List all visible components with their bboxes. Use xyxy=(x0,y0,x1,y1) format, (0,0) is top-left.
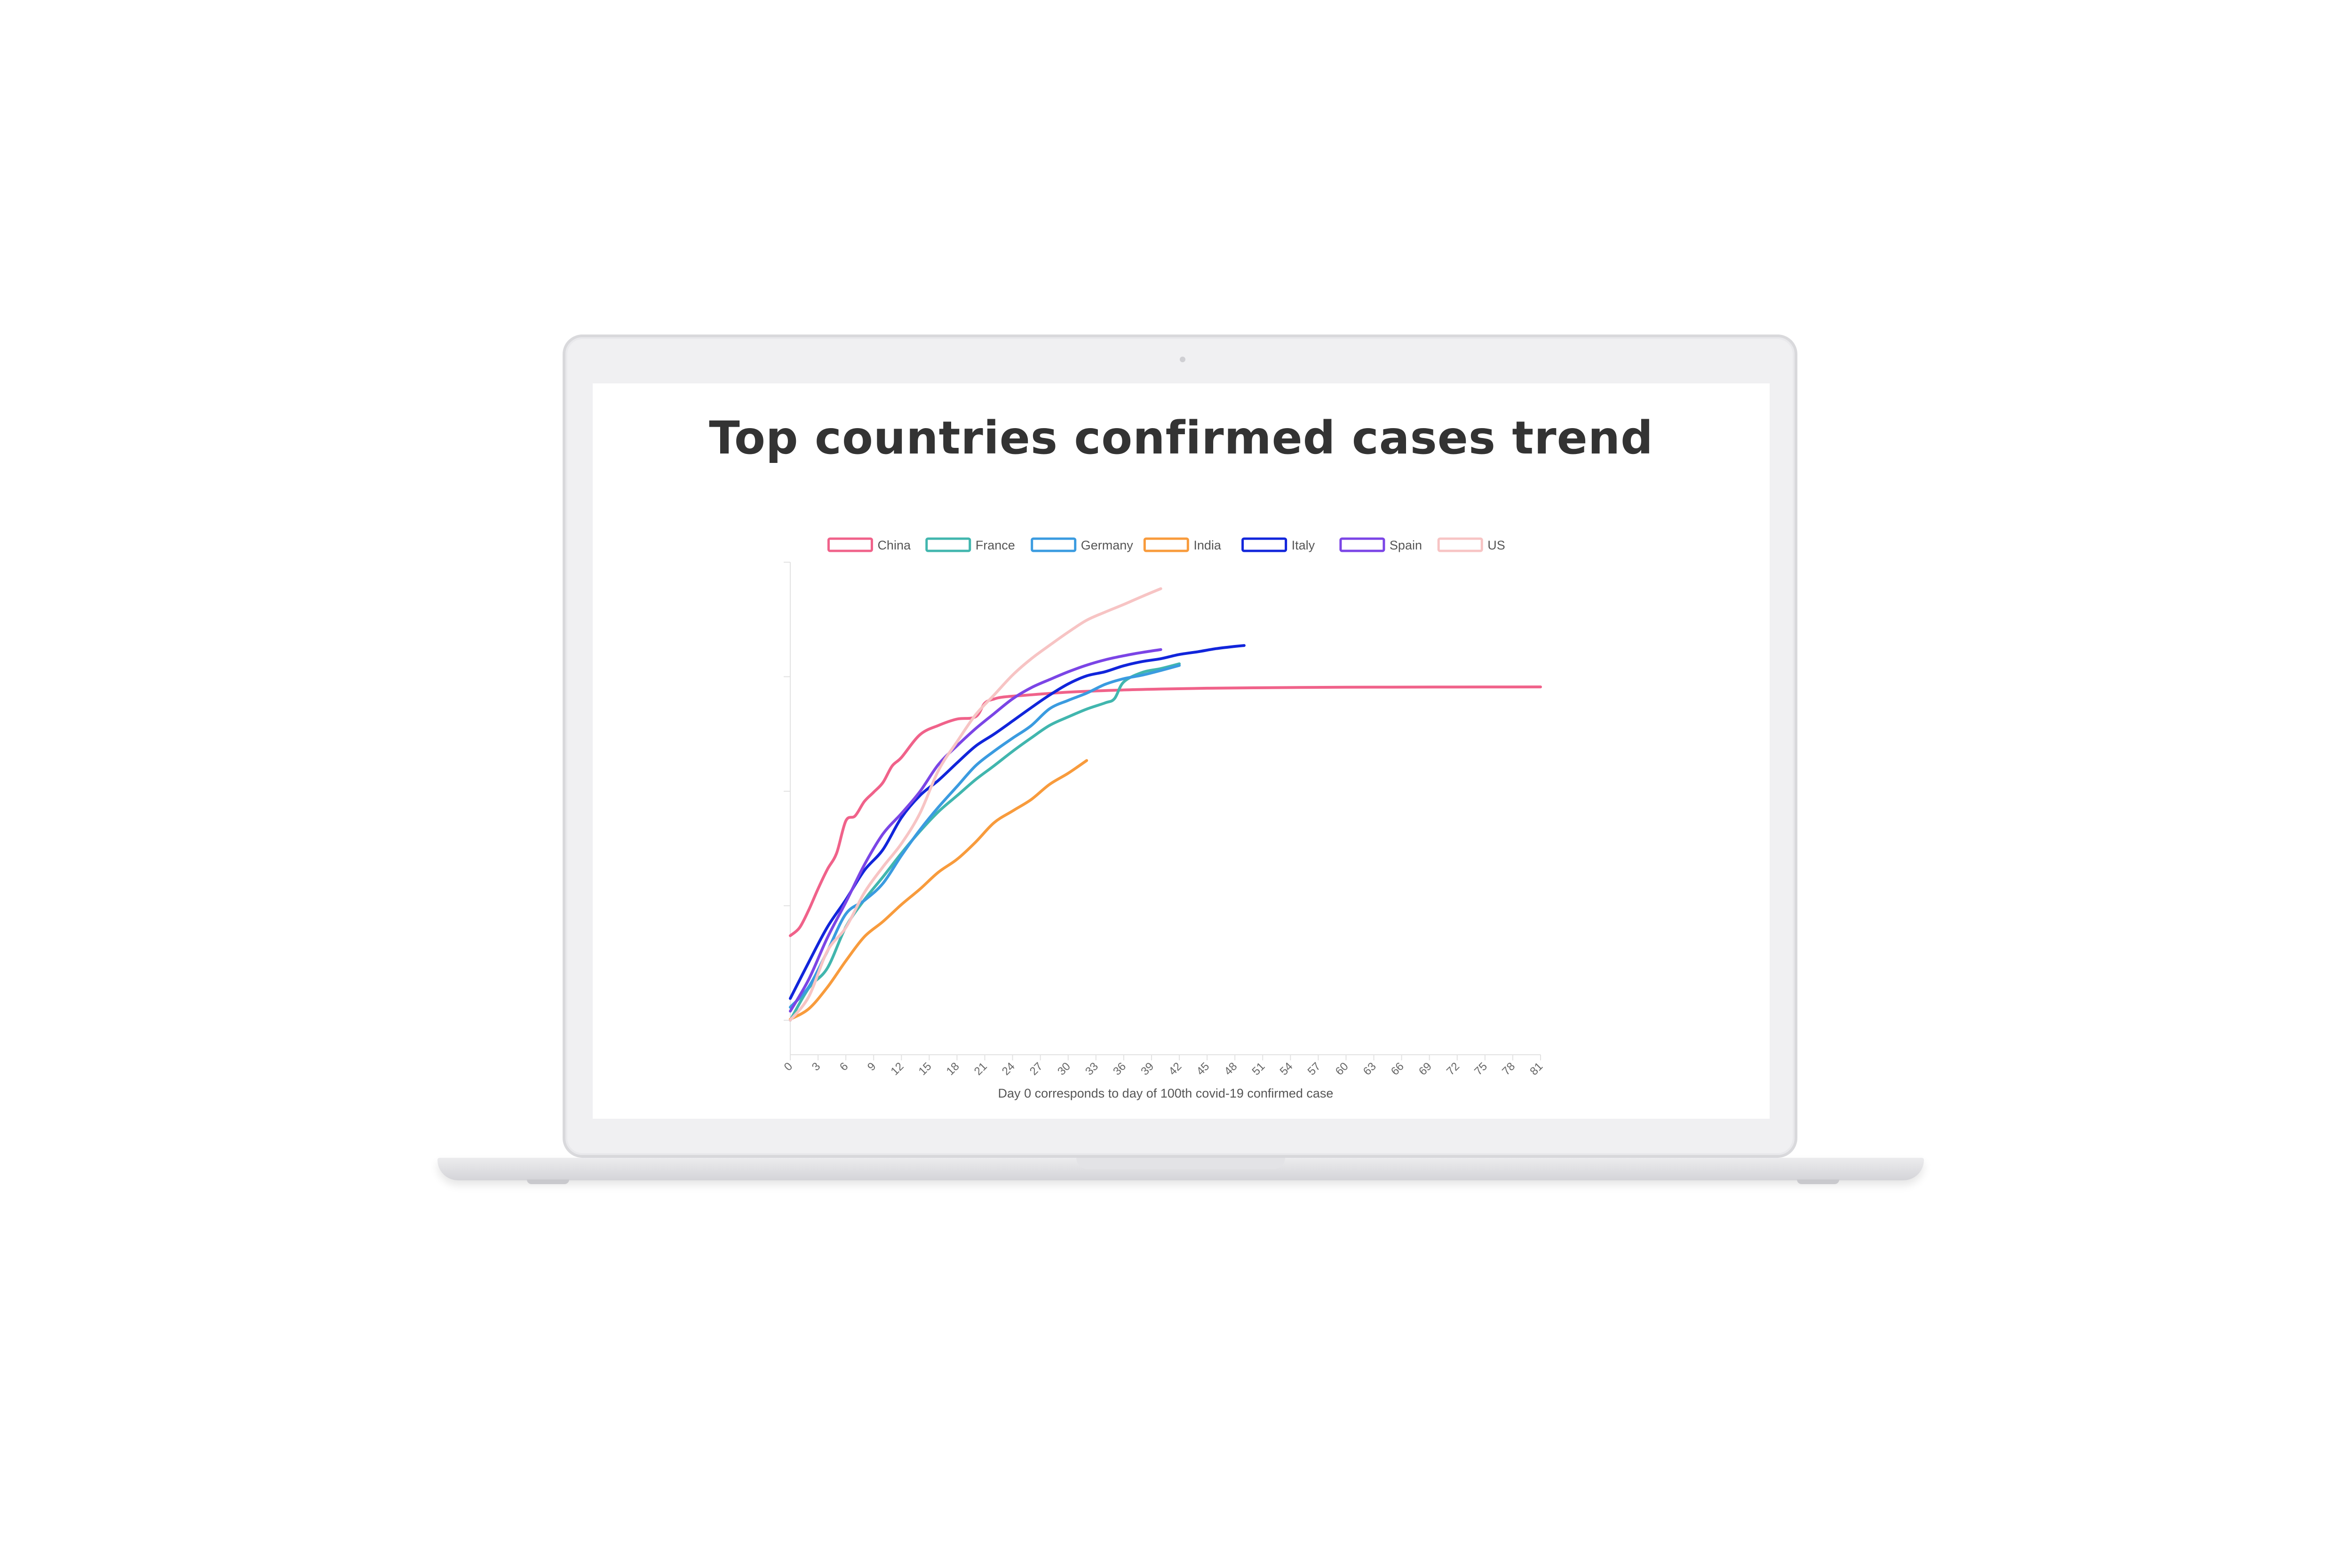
legend-label-us: US xyxy=(1487,538,1505,552)
x-tick-label: 27 xyxy=(1027,1060,1045,1078)
x-tick-label: 54 xyxy=(1278,1060,1295,1078)
x-tick-label: 39 xyxy=(1138,1060,1156,1078)
camera-icon xyxy=(1180,357,1185,362)
legend-label-germany: Germany xyxy=(1081,538,1134,552)
x-tick-label: 18 xyxy=(944,1060,962,1078)
legend-swatch-france xyxy=(925,537,971,552)
x-tick-label: 15 xyxy=(916,1060,934,1078)
legend-label-india: India xyxy=(1193,538,1222,552)
x-tick-label: 0 xyxy=(782,1060,795,1074)
x-tick-label: 57 xyxy=(1305,1060,1323,1078)
series-line-italy xyxy=(789,644,1246,1000)
series-line-germany xyxy=(789,664,1181,1009)
x-tick-label: 75 xyxy=(1472,1060,1490,1078)
x-tick-label: 33 xyxy=(1083,1060,1101,1078)
x-axis-label: Day 0 corresponds to day of 100th covid-… xyxy=(998,1086,1334,1100)
x-tick-label: 45 xyxy=(1194,1060,1212,1078)
series-line-spain xyxy=(789,648,1162,1013)
legend-label-italy: Italy xyxy=(1292,538,1315,552)
legend-label-france: France xyxy=(976,538,1015,552)
x-tick-label: 3 xyxy=(810,1060,823,1074)
x-tick-label: 48 xyxy=(1222,1060,1240,1078)
x-tick-label: 78 xyxy=(1500,1060,1518,1078)
legend-swatch-india xyxy=(1143,537,1189,552)
laptop-notch xyxy=(1076,1158,1285,1169)
x-tick-label: 12 xyxy=(889,1060,906,1078)
x-tick-label: 69 xyxy=(1416,1060,1434,1078)
legend-label-china: China xyxy=(877,538,911,552)
legend-swatch-germany xyxy=(1031,537,1077,552)
legend-label-spain: Spain xyxy=(1390,538,1422,552)
x-tick-label: 6 xyxy=(837,1060,851,1074)
x-tick-label: 24 xyxy=(1000,1060,1017,1078)
laptop-base xyxy=(437,1158,1924,1180)
x-tick-label: 21 xyxy=(972,1060,990,1078)
page-title: Top countries confirmed cases trend xyxy=(709,412,1653,464)
legend-swatch-us xyxy=(1437,537,1483,552)
series-line-france xyxy=(789,662,1181,1022)
legend-swatch-italy xyxy=(1241,537,1287,552)
x-tick-label: 60 xyxy=(1333,1060,1351,1078)
laptop-foot-right xyxy=(1797,1179,1839,1184)
x-tick-label: 9 xyxy=(865,1060,879,1074)
chart-legend: China France Germany India Italy Spain US xyxy=(827,537,1505,552)
laptop-foot-left xyxy=(527,1179,569,1184)
x-tick-label: 81 xyxy=(1527,1060,1545,1078)
laptop-screen: Top countries confirmed cases trend Chin… xyxy=(593,383,1770,1119)
x-tick-label: 36 xyxy=(1111,1060,1128,1078)
legend-swatch-china xyxy=(827,537,873,552)
series-line-india xyxy=(789,759,1089,1021)
x-tick-label: 42 xyxy=(1166,1060,1184,1078)
x-tick-label: 66 xyxy=(1389,1060,1406,1078)
chart-series xyxy=(789,587,1542,1022)
x-tick-label: 51 xyxy=(1250,1060,1268,1078)
legend-swatch-spain xyxy=(1339,537,1385,552)
x-tick-label: 63 xyxy=(1361,1060,1379,1078)
series-line-us xyxy=(789,587,1162,1022)
x-tick-label: 72 xyxy=(1444,1060,1462,1078)
x-tick-label: 30 xyxy=(1055,1060,1073,1078)
